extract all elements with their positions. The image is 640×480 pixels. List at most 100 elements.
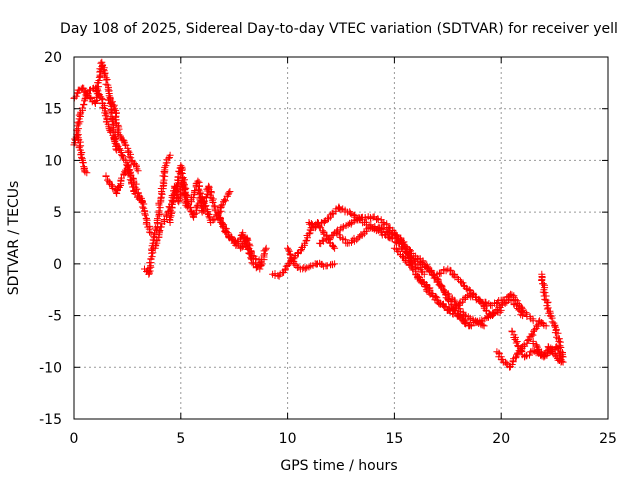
data-point-marker — [204, 184, 212, 192]
data-point-marker — [538, 277, 546, 284]
data-point-marker — [113, 146, 121, 154]
data-point-marker — [326, 236, 334, 244]
y-axis-label: SDTVAR / TECUs — [6, 181, 22, 296]
data-point-marker — [218, 219, 226, 227]
data-point-marker — [129, 183, 137, 191]
data-point-marker — [308, 221, 316, 229]
data-point-marker — [78, 153, 85, 161]
data-point-marker — [395, 248, 403, 255]
data-point-marker — [400, 238, 408, 246]
y-tick-label: -15 — [39, 412, 62, 428]
data-point-marker — [107, 181, 115, 189]
data-point-marker — [551, 322, 559, 330]
data-point-marker — [330, 243, 338, 251]
data-point-marker — [209, 199, 217, 206]
data-point-marker — [226, 188, 234, 195]
data-point-marker — [98, 94, 106, 102]
data-point-marker — [120, 155, 128, 163]
data-point-marker — [529, 331, 537, 339]
data-point-marker — [182, 201, 190, 209]
data-point-marker — [544, 304, 552, 312]
data-point-marker — [145, 270, 153, 278]
data-point-marker — [462, 284, 470, 292]
data-point-marker — [478, 316, 486, 324]
data-point-marker — [320, 218, 328, 226]
data-point-marker — [138, 198, 146, 206]
data-point-marker — [541, 289, 549, 297]
data-point-marker — [118, 152, 126, 159]
data-point-marker — [344, 221, 352, 229]
data-point-marker — [108, 118, 116, 126]
data-point-marker — [252, 264, 260, 272]
data-point-marker — [256, 265, 264, 273]
data-point-marker — [137, 196, 145, 204]
data-point-marker — [113, 190, 121, 197]
data-point-marker — [318, 236, 326, 244]
data-point-marker — [382, 227, 390, 235]
data-point-marker — [166, 213, 174, 221]
data-point-marker — [482, 306, 490, 314]
data-point-marker — [350, 217, 358, 225]
data-point-marker — [301, 265, 309, 273]
data-point-marker — [77, 108, 85, 116]
data-point-marker — [134, 167, 142, 175]
data-point-marker — [205, 213, 213, 221]
data-point-marker — [305, 263, 313, 271]
data-point-marker — [78, 104, 86, 112]
data-point-marker — [557, 358, 565, 366]
data-point-marker — [522, 309, 530, 317]
data-point-marker — [204, 209, 211, 217]
data-point-marker — [161, 163, 169, 171]
data-point-marker — [159, 172, 167, 180]
data-point-marker — [107, 96, 115, 104]
data-point-marker — [539, 280, 547, 288]
data-point-marker — [168, 203, 176, 211]
data-point-marker — [547, 344, 555, 352]
y-tick-label: 15 — [44, 102, 62, 118]
data-point-marker — [200, 197, 208, 205]
data-point-marker — [160, 176, 168, 184]
y-tick-label: -5 — [48, 309, 62, 325]
y-tick-label: 0 — [53, 257, 62, 273]
data-point-marker — [218, 201, 226, 209]
data-point-marker — [507, 290, 515, 298]
data-point-marker — [318, 260, 326, 268]
data-point-marker — [157, 223, 165, 231]
data-point-marker — [529, 340, 537, 347]
data-point-marker — [208, 197, 216, 205]
data-point-marker — [221, 197, 229, 205]
data-point-marker — [392, 231, 400, 239]
data-point-marker — [125, 153, 133, 161]
x-tick-label: 10 — [279, 431, 297, 447]
axis-ticks: 0 5 10 15 20 25 -15 -10 -5 0 5 10 15 20 — [39, 50, 617, 447]
data-point-marker — [547, 312, 555, 320]
data-point-marker — [81, 168, 89, 176]
data-point-marker — [86, 93, 94, 101]
data-point-marker — [556, 357, 563, 364]
data-point-marker — [194, 185, 202, 193]
data-point-marker — [110, 136, 118, 144]
data-point-marker — [146, 228, 153, 236]
data-point-marker — [284, 244, 292, 252]
data-point-marker — [244, 246, 252, 253]
data-point-marker — [419, 258, 427, 266]
chart-title: Day 108 of 2025, Sidereal Day-to-day VTE… — [60, 21, 618, 37]
data-point-marker — [183, 203, 191, 211]
data-point-marker — [83, 169, 91, 177]
data-point-marker — [225, 189, 233, 197]
data-point-marker — [542, 322, 550, 330]
data-point-marker — [512, 354, 520, 362]
data-point-marker — [80, 100, 88, 108]
data-point-marker — [252, 255, 260, 263]
data-point-marker — [160, 168, 168, 175]
data-point-marker — [336, 204, 343, 212]
x-axis-label: GPS time / hours — [280, 458, 397, 474]
data-point-marker — [180, 188, 188, 196]
data-point-marker — [556, 342, 564, 350]
data-point-marker — [286, 250, 294, 258]
data-point-marker — [262, 244, 270, 252]
series-arc-12 — [284, 244, 339, 273]
data-point-marker — [156, 227, 164, 234]
data-point-marker — [508, 328, 516, 336]
data-point-marker — [305, 230, 313, 238]
